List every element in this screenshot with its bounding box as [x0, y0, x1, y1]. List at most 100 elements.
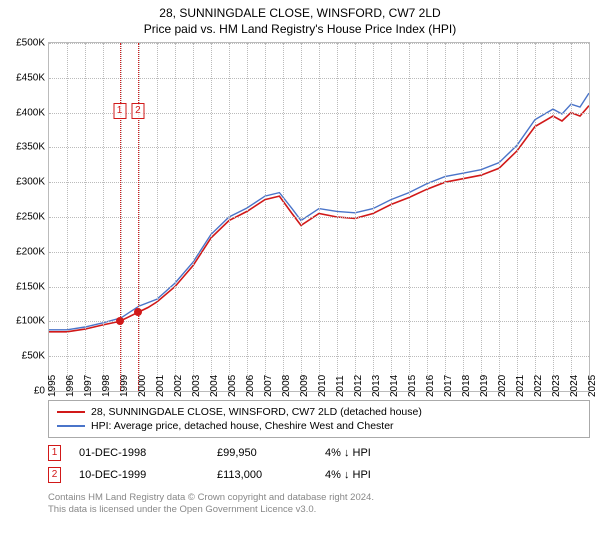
- sale-marker: 2: [48, 467, 61, 483]
- gridline-v: [391, 43, 392, 391]
- x-axis-label: 1997: [83, 375, 94, 397]
- x-axis-label: 2005: [227, 375, 238, 397]
- marker-dot: [134, 308, 142, 316]
- sales-table: 1 01-DEC-1998 £99,950 4% ↓ HPI 2 10-DEC-1999 £…: [48, 442, 590, 486]
- x-axis-label: 2023: [551, 375, 562, 397]
- gridline-v: [445, 43, 446, 391]
- gridline-v: [427, 43, 428, 391]
- y-axis-label: £200K: [16, 246, 45, 257]
- legend-label: 28, SUNNINGDALE CLOSE, WINSFORD, CW7 2LD…: [91, 406, 422, 418]
- gridline-v: [85, 43, 86, 391]
- gridline-v: [355, 43, 356, 391]
- sale-vs-hpi: 4% ↓ HPI: [325, 469, 435, 481]
- x-axis-label: 1995: [47, 375, 58, 397]
- gridline-v: [121, 43, 122, 391]
- sale-price: £99,950: [217, 447, 307, 459]
- legend-item: HPI: Average price, detached house, Ches…: [57, 419, 581, 433]
- y-axis-label: £350K: [16, 142, 45, 153]
- y-axis-label: £100K: [16, 316, 45, 327]
- gridline-v: [67, 43, 68, 391]
- sale-vs-hpi: 4% ↓ HPI: [325, 447, 435, 459]
- x-axis-label: 2021: [515, 375, 526, 397]
- x-axis-label: 2008: [281, 375, 292, 397]
- gridline-v: [103, 43, 104, 391]
- gridline-v: [175, 43, 176, 391]
- chart-title: 28, SUNNINGDALE CLOSE, WINSFORD, CW7 2LD: [0, 0, 600, 20]
- gridline-v: [193, 43, 194, 391]
- x-axis-label: 2009: [299, 375, 310, 397]
- gridline-v: [337, 43, 338, 391]
- x-axis-label: 2015: [407, 375, 418, 397]
- x-axis-label: 2012: [353, 375, 364, 397]
- marker-guideline: [120, 43, 121, 391]
- gridline-v: [139, 43, 140, 391]
- sale-row: 1 01-DEC-1998 £99,950 4% ↓ HPI: [48, 442, 590, 464]
- marker-label: 2: [131, 103, 144, 119]
- x-axis-label: 2024: [569, 375, 580, 397]
- chart-container: 28, SUNNINGDALE CLOSE, WINSFORD, CW7 2LD…: [0, 0, 600, 560]
- x-axis-label: 2007: [263, 375, 274, 397]
- attribution: Contains HM Land Registry data © Crown c…: [48, 492, 590, 517]
- sale-price: £113,000: [217, 469, 307, 481]
- x-axis-label: 1996: [65, 375, 76, 397]
- y-axis-label: £400K: [16, 107, 45, 118]
- legend: 28, SUNNINGDALE CLOSE, WINSFORD, CW7 2LD…: [48, 400, 590, 438]
- chart-subtitle: Price paid vs. HM Land Registry's House …: [0, 20, 600, 42]
- y-axis-label: £150K: [16, 281, 45, 292]
- y-axis-label: £250K: [16, 212, 45, 223]
- gridline-v: [409, 43, 410, 391]
- gridline-v: [283, 43, 284, 391]
- x-axis-label: 1999: [119, 375, 130, 397]
- marker-guideline: [138, 43, 139, 391]
- gridline-v: [499, 43, 500, 391]
- marker-label: 1: [113, 103, 126, 119]
- x-axis-label: 2025: [587, 375, 598, 397]
- x-axis-label: 2004: [209, 375, 220, 397]
- x-axis-label: 2017: [443, 375, 454, 397]
- x-axis-label: 2018: [461, 375, 472, 397]
- x-axis-label: 2016: [425, 375, 436, 397]
- x-axis-label: 2001: [155, 375, 166, 397]
- x-axis-label: 2014: [389, 375, 400, 397]
- y-axis-label: £50K: [22, 351, 45, 362]
- gridline-v: [265, 43, 266, 391]
- x-axis-label: 2019: [479, 375, 490, 397]
- gridline-v: [373, 43, 374, 391]
- gridline-v: [157, 43, 158, 391]
- gridline-v: [571, 43, 572, 391]
- x-axis-label: 2020: [497, 375, 508, 397]
- sale-date: 10-DEC-1999: [79, 469, 199, 481]
- gridline-v: [463, 43, 464, 391]
- x-axis-label: 2022: [533, 375, 544, 397]
- y-axis-label: £500K: [16, 38, 45, 49]
- legend-label: HPI: Average price, detached house, Ches…: [91, 420, 394, 432]
- sale-marker: 1: [48, 445, 61, 461]
- gridline-v: [319, 43, 320, 391]
- gridline-v: [301, 43, 302, 391]
- gridline-v: [481, 43, 482, 391]
- x-axis-label: 2011: [335, 375, 346, 397]
- sale-row: 2 10-DEC-1999 £113,000 4% ↓ HPI: [48, 464, 590, 486]
- x-axis-label: 2006: [245, 375, 256, 397]
- legend-swatch: [57, 425, 85, 427]
- gridline-v: [211, 43, 212, 391]
- legend-swatch: [57, 411, 85, 413]
- x-axis-label: 2013: [371, 375, 382, 397]
- legend-item: 28, SUNNINGDALE CLOSE, WINSFORD, CW7 2LD…: [57, 405, 581, 419]
- y-axis-label: £300K: [16, 177, 45, 188]
- attribution-line2: This data is licensed under the Open Gov…: [48, 504, 590, 516]
- y-axis-label: £450K: [16, 72, 45, 83]
- attribution-line1: Contains HM Land Registry data © Crown c…: [48, 492, 590, 504]
- marker-dot: [116, 317, 124, 325]
- gridline-v: [229, 43, 230, 391]
- gridline-v: [553, 43, 554, 391]
- x-axis-label: 2002: [173, 375, 184, 397]
- x-axis-label: 1998: [101, 375, 112, 397]
- gridline-v: [517, 43, 518, 391]
- gridline-v: [247, 43, 248, 391]
- gridline-v: [535, 43, 536, 391]
- y-axis-label: £0: [34, 386, 45, 397]
- sale-date: 01-DEC-1998: [79, 447, 199, 459]
- x-axis-label: 2010: [317, 375, 328, 397]
- chart-plot-area: £0£50K£100K£150K£200K£250K£300K£350K£400…: [48, 42, 590, 392]
